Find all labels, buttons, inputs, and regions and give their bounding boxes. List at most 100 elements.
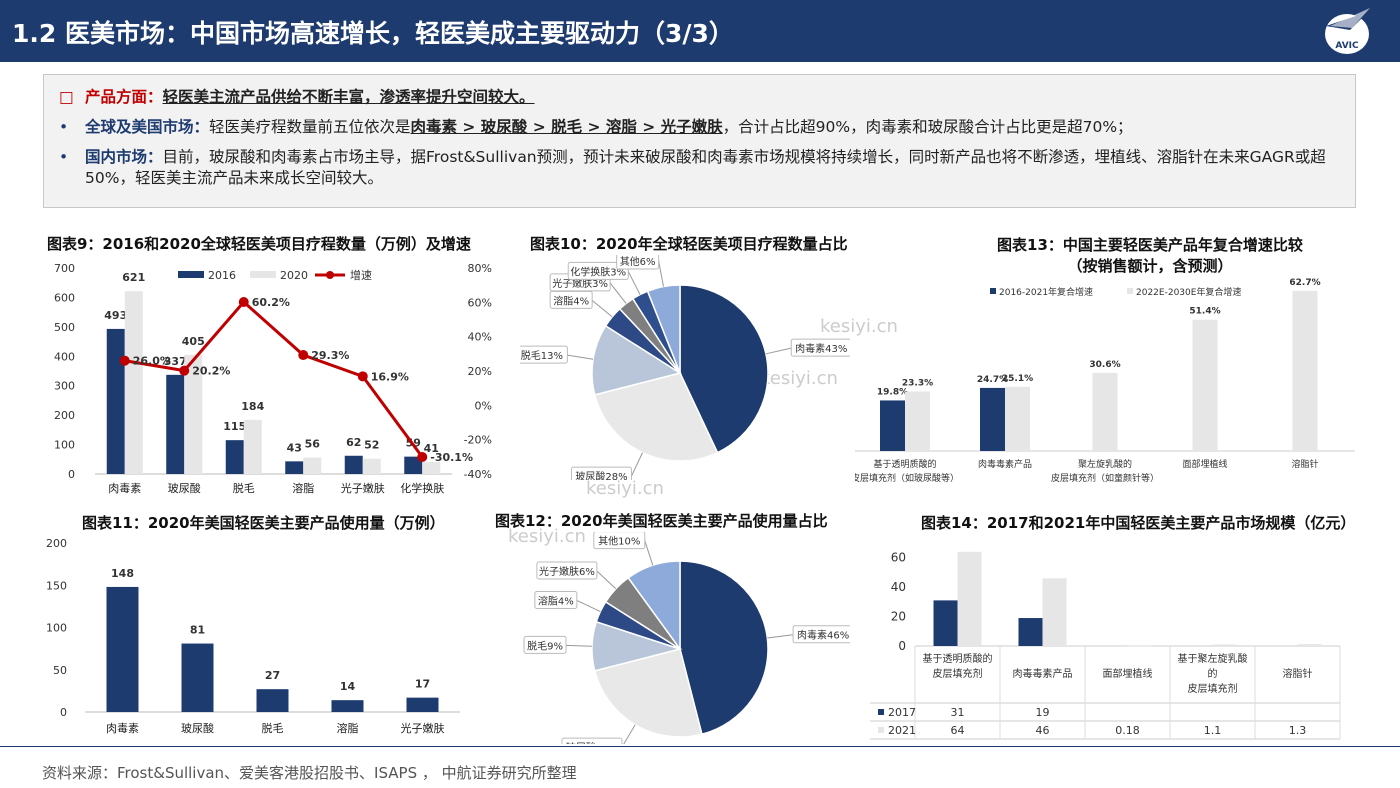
y2-tick-label: -40%: [464, 468, 492, 481]
summary-ranking: 肉毒素 > 玻尿酸 > 脱毛 > 溶脂 > 光子嫩肤: [410, 118, 723, 136]
data-label: 62.7%: [1289, 278, 1320, 288]
x-tick-label: 玻尿酸: [181, 721, 214, 735]
y-tick-label: 300: [54, 380, 75, 393]
x-tick-label: 脱毛: [262, 721, 284, 735]
growth-label: 26.0%: [133, 355, 171, 368]
bar-2021: [1127, 645, 1152, 647]
chart10-svg: 肉毒素43% 玻尿酸28% 脱毛13% 溶脂4% 光子嫩肤3%化学换肤3%其他6%: [520, 255, 850, 480]
data-label: 621: [122, 271, 145, 284]
logo-text: AVIC: [1335, 41, 1359, 51]
x-tick-label: 基于透明质酸的: [923, 652, 993, 665]
pie-slice: [679, 284, 769, 454]
bar-2017: [933, 600, 958, 646]
growth-label: 20.2%: [192, 365, 230, 378]
data-label: 17: [415, 678, 430, 691]
legend-swatch-2020: [250, 271, 276, 278]
data-label: 62: [346, 436, 361, 449]
y-tick-label: 20: [891, 610, 906, 624]
chart11-svg: 0 50 100 150 200 148 肉毒素 81 玻尿酸 27 脱毛 14 溶脂 17 光子嫩肤: [46, 537, 460, 735]
table-legend-swatch: [878, 727, 884, 733]
chart9-svg: 0 100 200 300 400 500 600 700 -40% -20% 0% 20% 40% 60…: [54, 262, 492, 495]
pie-leader: [623, 724, 636, 744]
data-label: 52: [364, 439, 379, 452]
data-label: 41: [424, 442, 439, 455]
pie-label: 脱毛9%: [527, 639, 563, 652]
growth-label: -30.1%: [430, 451, 473, 464]
pie-label-box: [520, 345, 568, 364]
x-tick-label: 脱毛: [233, 481, 255, 495]
pie-label: 溶脂4%: [538, 594, 574, 607]
watermark: kesiyi.cn: [760, 368, 838, 389]
y-tick-label: 0: [68, 468, 75, 481]
x-tick-label: 聚左旋乳酸的: [1078, 458, 1132, 470]
x-tick-label: 皮层填充剂（如童颜针等）: [1051, 472, 1159, 484]
legend-label: 2020: [280, 269, 308, 282]
table-cell: 19: [1036, 706, 1050, 719]
x-tick-label: 光子嫩肤: [401, 721, 445, 735]
data-label: 81: [190, 624, 205, 637]
y2-tick-label: 0%: [475, 399, 492, 412]
bar-2021: [1042, 578, 1067, 646]
pie-leader: [631, 452, 643, 477]
bar-2020: [124, 291, 143, 474]
y-tick-label: 40: [891, 580, 906, 594]
pie-slice: [646, 284, 681, 374]
legend-swatch-1: [990, 288, 996, 294]
bar-2016: [285, 461, 304, 474]
chart13-title-line2: （按销售额计，含预测）: [1067, 257, 1233, 275]
growth-line: [124, 299, 424, 458]
legend-line-point: [326, 271, 334, 279]
x-tick-label: 基于透明质酸的: [873, 458, 936, 470]
legend-swatch-2: [1127, 288, 1133, 294]
y-tick-label: 0: [60, 706, 67, 719]
x-tick-label: 基于聚左旋乳酸: [1178, 652, 1248, 665]
y-tick-label: 400: [54, 350, 75, 363]
x-tick-label: 溶脂针: [1283, 667, 1313, 680]
table-cell: 0.18: [1115, 724, 1140, 737]
data-label: 25.1%: [1002, 374, 1033, 384]
pie-label-box: [593, 532, 646, 550]
table-cell: 1.3: [1289, 724, 1307, 737]
pie-label-box: [523, 635, 567, 654]
x-tick-label: 肉毒素: [108, 482, 141, 495]
data-label: 24.7%: [977, 375, 1008, 385]
data-label: 184: [241, 400, 264, 413]
y2-tick-label: 60%: [468, 296, 492, 309]
x-tick-label: 玻尿酸: [168, 481, 201, 495]
chart11-title: 图表11：2020年美国轻医美主要产品使用量（万例）: [82, 514, 445, 532]
y2-tick-label: 80%: [468, 262, 492, 275]
growth-label: 60.2%: [252, 296, 290, 309]
x-tick-label: 肉毒毒素产品: [1013, 667, 1073, 680]
y2-tick-label: 40%: [468, 331, 492, 344]
x-tick-label: 光子嫩肤: [341, 481, 385, 495]
bar: [181, 643, 214, 712]
footer-divider: [0, 746, 1400, 747]
bar-2021: [1297, 644, 1322, 646]
summary-box: □ 产品方面：轻医美主流产品供给不断丰富，渗透率提升空间较大。 • 全球及美国市…: [43, 74, 1356, 208]
growth-point: [417, 452, 428, 463]
pie-slice: [627, 560, 681, 652]
legend-label: 2016-2021年复合增速: [999, 286, 1093, 298]
pie-label: 溶脂4%: [553, 294, 589, 307]
growth-point: [238, 296, 249, 307]
data-label: 23.3%: [902, 378, 933, 388]
page-title: 1.2 医美市场：中国市场高速增长，轻医美成主要驱动力（3/3）: [12, 19, 734, 48]
data-label: 405: [182, 335, 205, 348]
y-tick-label: 60: [891, 551, 906, 565]
bullet-icon: •: [59, 118, 69, 136]
bar: [406, 697, 439, 712]
pie-leader: [609, 282, 627, 304]
bar-2021: [1212, 644, 1237, 646]
pie-leader: [566, 644, 593, 647]
y-tick-label: 100: [46, 622, 67, 635]
pie-label: 玻尿酸25%: [566, 741, 618, 744]
data-label: 30.6%: [1089, 360, 1120, 370]
pie-label: 其他10%: [598, 535, 640, 548]
pie-label-box: [567, 261, 629, 280]
square-bullet-icon: □: [59, 88, 74, 106]
pie-label: 脱毛13%: [521, 349, 563, 362]
bar-2016: [225, 440, 244, 474]
pie-label: 化学换肤3%: [570, 265, 626, 278]
x-tick-label: 皮层填充剂: [1188, 682, 1238, 695]
